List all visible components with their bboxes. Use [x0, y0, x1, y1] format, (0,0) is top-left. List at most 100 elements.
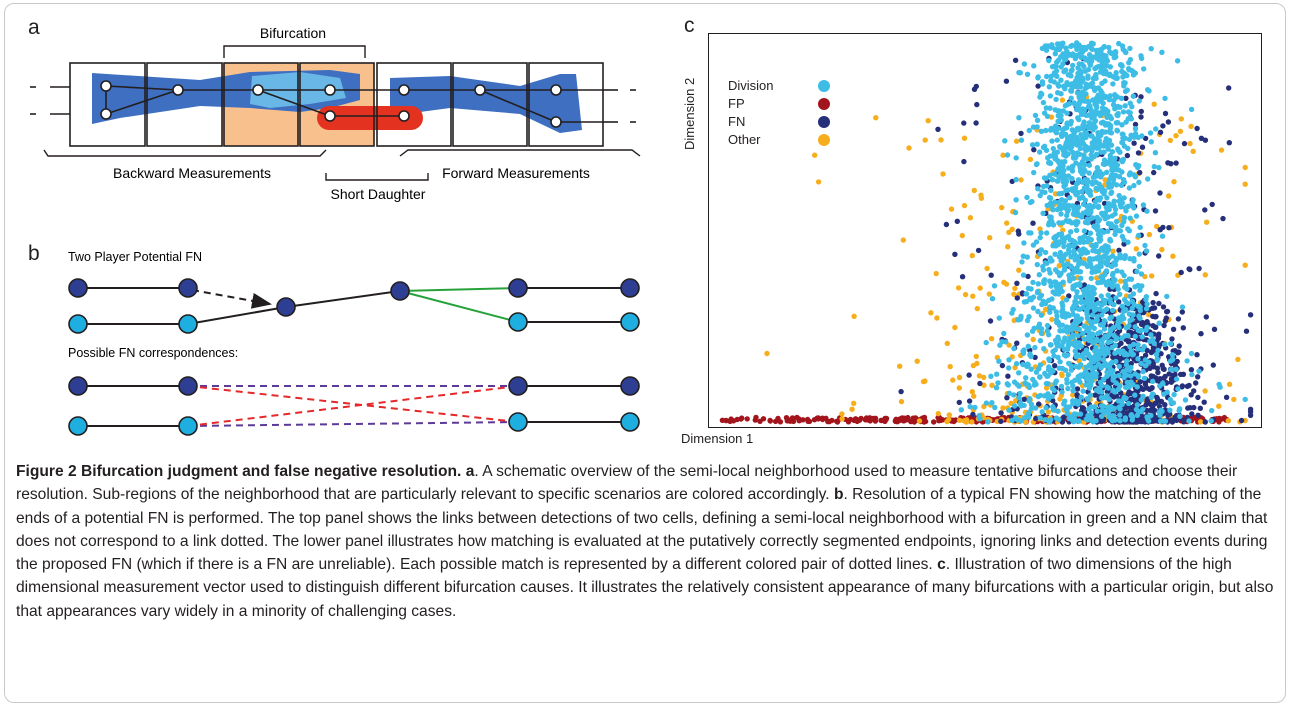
scatter-point-division — [1111, 203, 1117, 210]
scatter-point-division — [1087, 377, 1093, 383]
panel-b-bottom-label: Possible FN correspondences: — [68, 346, 238, 360]
scatter-point-other — [947, 363, 953, 370]
scatter-point-division — [1098, 88, 1104, 94]
scatter-point-other — [1102, 177, 1108, 183]
scatter-point-fn — [1061, 414, 1067, 420]
scatter-point-division — [1126, 311, 1133, 317]
scatter-point-other — [1231, 396, 1237, 403]
scatter-point-division — [1116, 404, 1122, 410]
scatter-point-division — [1120, 135, 1126, 141]
scatter-point-division — [1063, 153, 1069, 159]
scatter-point-fp — [719, 417, 726, 423]
scatter-point-other — [961, 202, 968, 209]
scatter-point-division — [1057, 359, 1063, 365]
scatter-point-division — [1078, 132, 1084, 138]
scatter-point-division — [1148, 139, 1154, 145]
scatter-point-division — [1135, 164, 1141, 171]
scatter-point-division — [1082, 286, 1089, 293]
scatter-point-division — [1038, 312, 1045, 318]
scatter-point-other — [1005, 244, 1011, 250]
scatter-point-other — [1059, 97, 1066, 103]
scatter-point-fp — [951, 418, 957, 425]
scatter-point-division — [1062, 367, 1069, 373]
scatter-point-division — [1085, 73, 1091, 79]
scatter-point-fn — [1036, 401, 1042, 407]
scatter-point-fn — [1162, 110, 1169, 117]
scatter-point-other — [969, 419, 975, 425]
scatter-point-division — [1081, 155, 1087, 162]
scatter-point-division — [1108, 263, 1115, 269]
scatter-point-division — [1129, 417, 1135, 423]
scatter-point-fn — [998, 418, 1004, 424]
scatter-point-division — [1132, 70, 1138, 76]
scatter-point-division — [1171, 391, 1177, 398]
panel-b-letter: b — [28, 242, 40, 265]
scatter-point-division — [1060, 279, 1066, 285]
scatter-point-division — [1076, 51, 1083, 57]
scatter-point-division — [1010, 306, 1016, 313]
scatter-point-division — [1141, 66, 1147, 72]
scatter-point-division — [1076, 42, 1082, 48]
scatter-point-division — [1092, 353, 1098, 359]
scatter-point-division — [1075, 204, 1082, 210]
scatter-point-division — [1075, 306, 1082, 312]
scatter-point-division — [1130, 93, 1136, 99]
scatter-point-division — [1083, 91, 1089, 97]
scatter-point-division — [1101, 161, 1108, 167]
scatter-point-fn — [1176, 343, 1182, 349]
x-axis-label: Dimension 1 — [681, 431, 754, 446]
scatter-point-division — [1128, 373, 1134, 379]
scatter-point-division — [1164, 293, 1170, 300]
scatter-point-division — [1044, 322, 1051, 329]
scatter-point-division — [1080, 159, 1086, 166]
node-dark — [620, 278, 640, 298]
scatter-point-division — [1054, 137, 1060, 143]
scatter-point-other — [1056, 263, 1062, 269]
scatter-point-fn — [1116, 247, 1122, 253]
scatter-point-division — [1089, 312, 1096, 318]
scatter-point-division — [1023, 291, 1029, 297]
scatter-point-division — [1016, 370, 1022, 376]
scatter-point-fn — [1211, 326, 1218, 332]
scatter-point-division — [1062, 86, 1068, 92]
scatter-point-division — [1081, 233, 1088, 240]
caption-c-text: . Illustration of two dimensions of the … — [16, 556, 1274, 620]
scatter-point-division — [1086, 257, 1093, 263]
scatter-point-division — [1126, 136, 1133, 143]
scatter-point-division — [1109, 307, 1116, 314]
scatter-point-division — [1112, 231, 1118, 237]
caption-b-text: . Resolution of a typical FN showing how… — [16, 486, 1268, 574]
scatter-point-fn — [1144, 385, 1150, 391]
scatter-point-division — [1113, 224, 1119, 230]
scatter-point-division — [1123, 307, 1129, 313]
scatter-point-division — [1101, 191, 1107, 197]
scatter-point-division — [1062, 198, 1069, 204]
scatter-point-fn — [1151, 169, 1157, 176]
scatter-point-division — [1161, 391, 1167, 397]
scatter-point-division — [1134, 384, 1140, 390]
scatter-point-other — [950, 377, 956, 383]
scatter-point-division — [1122, 103, 1128, 109]
scatter-point-division — [1044, 260, 1050, 266]
scatter-point-other — [1226, 381, 1233, 387]
scatter-point-fn — [954, 218, 960, 224]
caption-c-letter: c — [937, 556, 946, 574]
scatter-point-other — [1188, 123, 1194, 130]
scatter-point-division — [1031, 325, 1037, 331]
node-light — [68, 314, 88, 334]
scatter-point-division — [1086, 162, 1093, 168]
scatter-point-fn — [1152, 324, 1158, 330]
scatter-point-division — [1024, 194, 1030, 201]
scatter-point-division — [1062, 335, 1068, 341]
scatter-point-division — [1098, 342, 1104, 348]
scatter-point-division — [1105, 292, 1111, 298]
scatter-point-division — [1082, 300, 1089, 306]
scatter-point-division — [1026, 384, 1033, 391]
scatter-point-fn — [1151, 305, 1158, 311]
scatter-point-other — [1070, 392, 1076, 398]
scatter-point-fn — [1131, 140, 1137, 146]
node-light — [620, 412, 640, 432]
scatter-point-division — [1078, 299, 1084, 306]
scatter-point-division — [1106, 184, 1112, 190]
scatter-point-division — [1023, 375, 1029, 381]
